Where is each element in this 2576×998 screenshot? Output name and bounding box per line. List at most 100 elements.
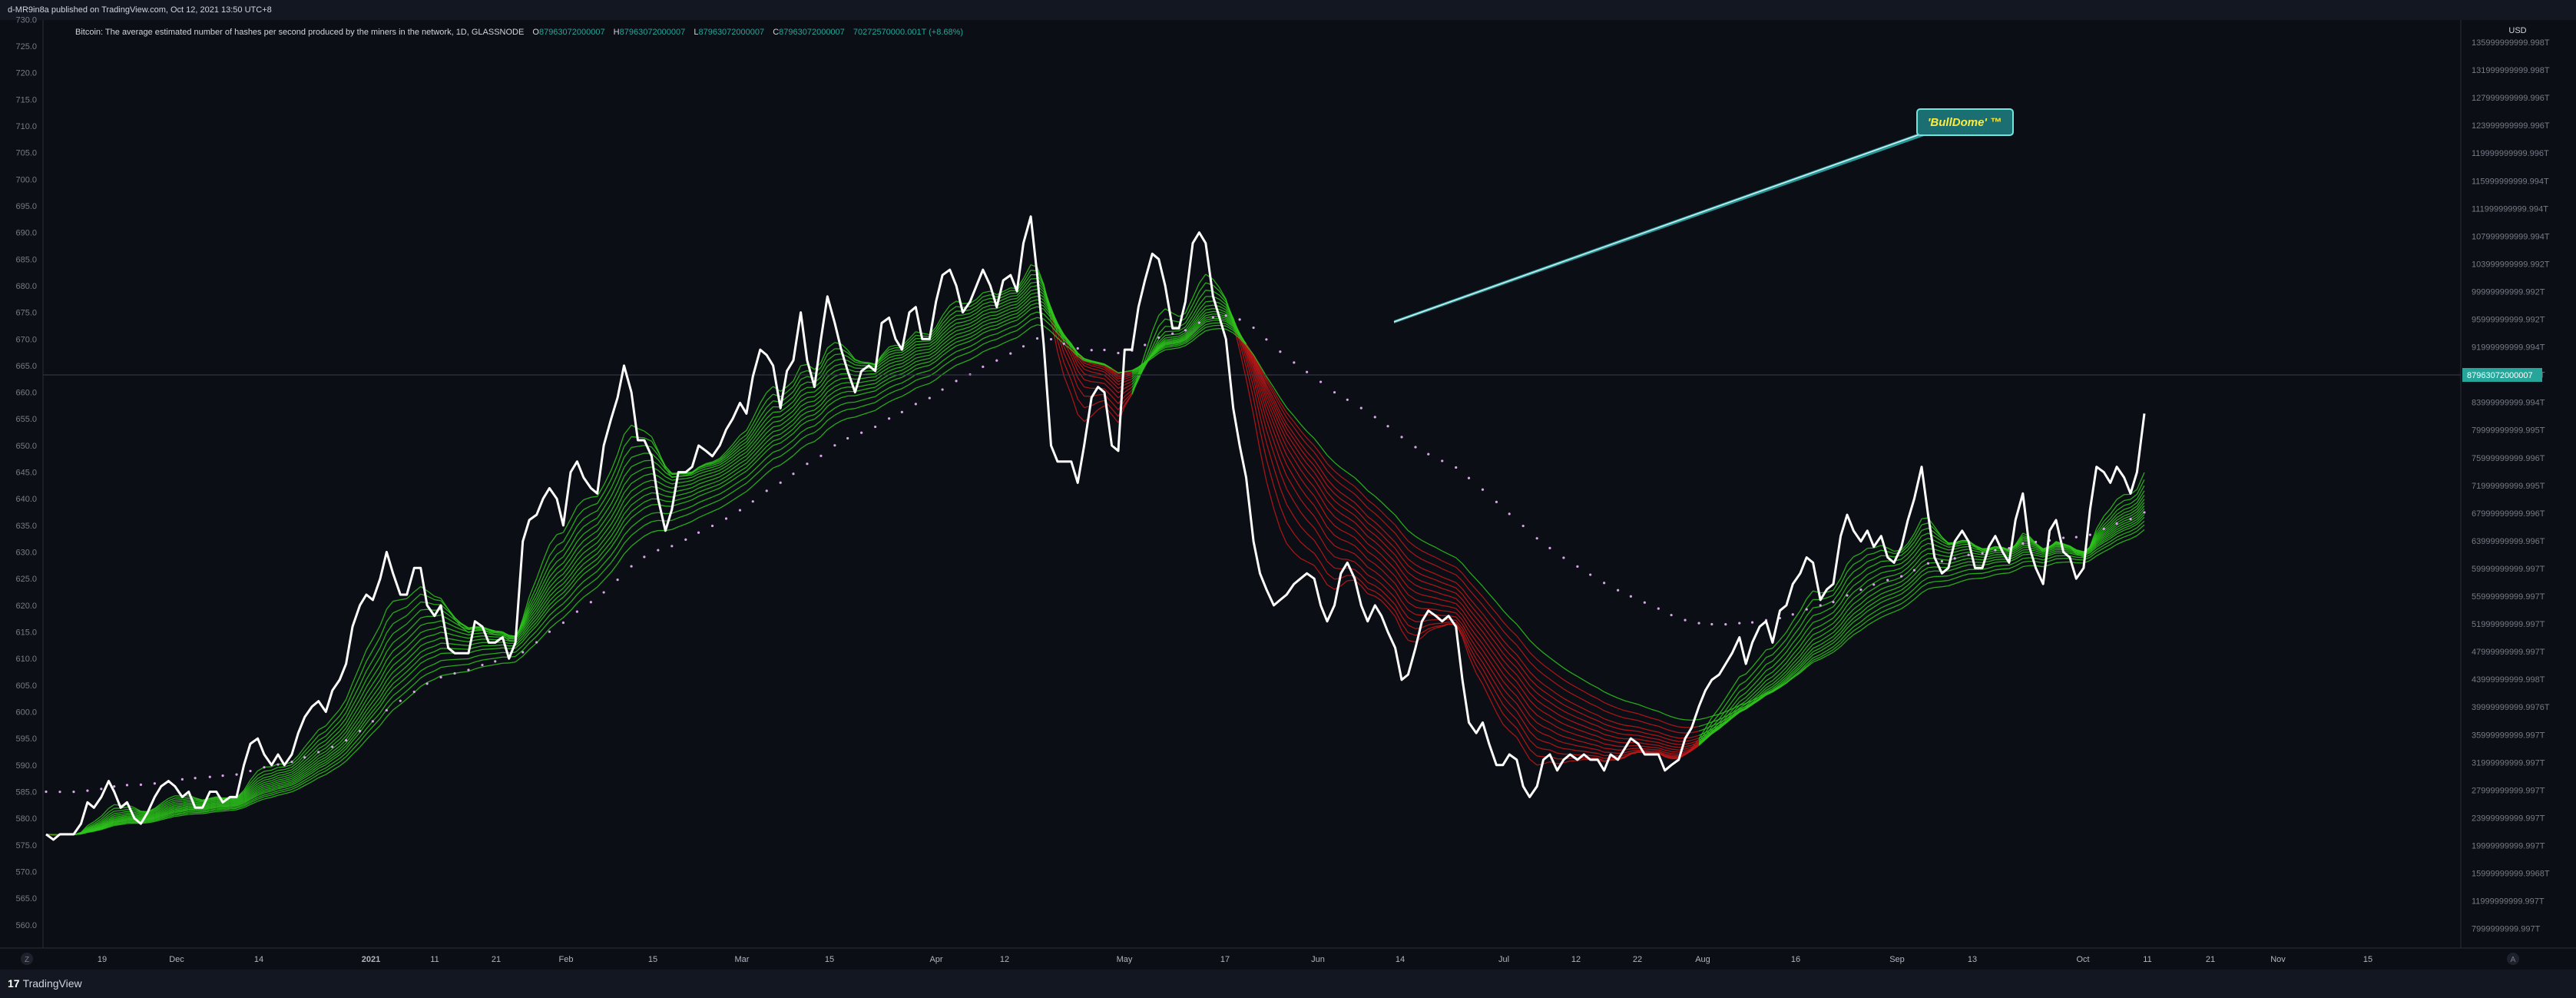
ribbon-segment (780, 451, 787, 457)
ribbon-segment (623, 436, 632, 447)
dome-dot (602, 591, 605, 594)
ribbon-segment (1806, 657, 1814, 665)
dome-dot (561, 621, 565, 625)
ribbon-segment (399, 615, 408, 620)
ribbon-segment (1428, 562, 1436, 566)
ribbon-segment (1063, 335, 1072, 345)
time-axis[interactable]: 19 Dec 14 2021 11 21 Feb 15 Mar 15 Apr 12 May 17 Jun 14… (98, 955, 2372, 964)
ribbon-segment (935, 344, 943, 352)
ribbon-segment (1860, 625, 1868, 631)
ribbon-segment (766, 452, 774, 459)
ribbon-segment (1057, 340, 1065, 363)
ribbon-segment (826, 360, 836, 367)
time-axis-start[interactable]: Z (21, 953, 33, 965)
dome-dot (589, 601, 592, 604)
ribbon-segment (1522, 683, 1531, 694)
ribbon-segment (94, 824, 102, 829)
time-axis-start-label: Z (25, 956, 29, 964)
ribbon-segment (671, 526, 679, 530)
ribbon-segment (372, 679, 381, 691)
ribbon-segment (1280, 411, 1287, 424)
auto-scale-button[interactable]: A (2507, 953, 2519, 965)
ribbon-segment (685, 487, 693, 490)
ribbon-segment (147, 816, 155, 819)
ribbon-segment (766, 416, 774, 424)
ribbon-segment (1557, 675, 1564, 681)
ribbon-segment (1887, 584, 1895, 588)
ribbon-segment (705, 486, 713, 490)
right-price-axis[interactable]: 135999999999.998T131999999999.998T127999… (2472, 38, 2550, 934)
ribbon-segment (475, 648, 483, 652)
ribbon-segment (1846, 564, 1854, 572)
dome-dot (1657, 607, 1660, 610)
ribbon-segment (1387, 607, 1396, 617)
ribbon-segment (243, 792, 251, 799)
ribbon-segment (2103, 514, 2111, 522)
ribbon-segment (250, 789, 258, 795)
right-axis-tick: 31999999999.997T (2472, 758, 2545, 768)
ribbon-segment (101, 824, 109, 829)
ribbon-segment (1205, 300, 1214, 303)
ribbon-segment (712, 469, 720, 474)
ribbon-segment (1901, 562, 1909, 569)
ribbon-segment (800, 420, 808, 426)
dome-dot (1805, 608, 1808, 611)
dome-dot (1103, 348, 1106, 352)
ribbon-segment (1536, 715, 1544, 720)
right-axis-tick: 51999999999.997T (2472, 620, 2545, 629)
ribbon-segment (359, 719, 367, 729)
ribbon-segment (1537, 755, 1544, 758)
ribbon-segment (1840, 624, 1848, 634)
ribbon-segment (1597, 706, 1604, 711)
ribbon-segment (1253, 387, 1261, 416)
ribbon-segment (257, 794, 265, 798)
ribbon-segment (2008, 565, 2016, 569)
ribbon-segment (834, 363, 842, 366)
ribbon-segment (236, 800, 244, 804)
ribbon-segment (1495, 711, 1504, 724)
ribbon-segment (1942, 538, 1949, 544)
tradingview-brand[interactable]: 17 TradingView (8, 977, 82, 990)
ribbon-segment (1549, 688, 1558, 695)
ribbon-segment (1860, 574, 1868, 582)
ribbon-segment (454, 639, 462, 642)
ribbon-segment (576, 552, 584, 561)
dome-dot (1157, 336, 1161, 340)
ribbon-segment (1502, 724, 1510, 731)
ribbon-segment (1401, 601, 1409, 611)
dome-dot (2129, 517, 2132, 521)
ribbon-segment (1468, 581, 1477, 590)
ribbon-segment (386, 601, 394, 610)
ribbon-segment (1233, 327, 1240, 335)
bulldome-callout[interactable]: 'BullDome' ™ (1393, 108, 2014, 323)
ribbon-segment (1401, 550, 1409, 560)
ribbon-segment (1610, 744, 1618, 748)
ribbon-segment (1354, 553, 1362, 561)
ribbon-segment (1907, 579, 1915, 586)
ribbon-segment (1084, 362, 1092, 366)
ribbon-segment (1826, 652, 1834, 657)
publisher-bar: d-MR9in8a published on TradingView.com, … (0, 0, 2576, 20)
ribbon-segment (1590, 728, 1598, 732)
ribbon-segment (1144, 340, 1153, 361)
ribbon-segment (685, 476, 693, 479)
ribbon-segment (311, 774, 320, 779)
chart[interactable]: 'BullDome' ™ Bitcoin: The average estima… (0, 0, 2576, 970)
ribbon-segment (1772, 687, 1780, 693)
time-axis-tick: Dec (169, 955, 184, 964)
ribbon-segment (1833, 639, 1842, 648)
ribbon-segment (1853, 573, 1862, 580)
ribbon-segment (2116, 536, 2124, 541)
ribbon-segment (651, 519, 658, 522)
left-axis-tick: 600.0 (15, 708, 37, 718)
ribbon-segment (161, 810, 169, 814)
ribbon-segment (746, 470, 753, 478)
ribbon-segment (120, 811, 127, 814)
ribbon-segment (1462, 636, 1470, 657)
dome-dot (697, 531, 700, 534)
ribbon-segment (1131, 366, 1139, 372)
ribbon-segment (154, 815, 161, 819)
left-price-axis[interactable]: 730.0725.0720.0715.0710.0705.0700.0695.0… (15, 15, 37, 930)
ribbon-segment (562, 569, 571, 579)
ribbon-segment (982, 329, 991, 334)
